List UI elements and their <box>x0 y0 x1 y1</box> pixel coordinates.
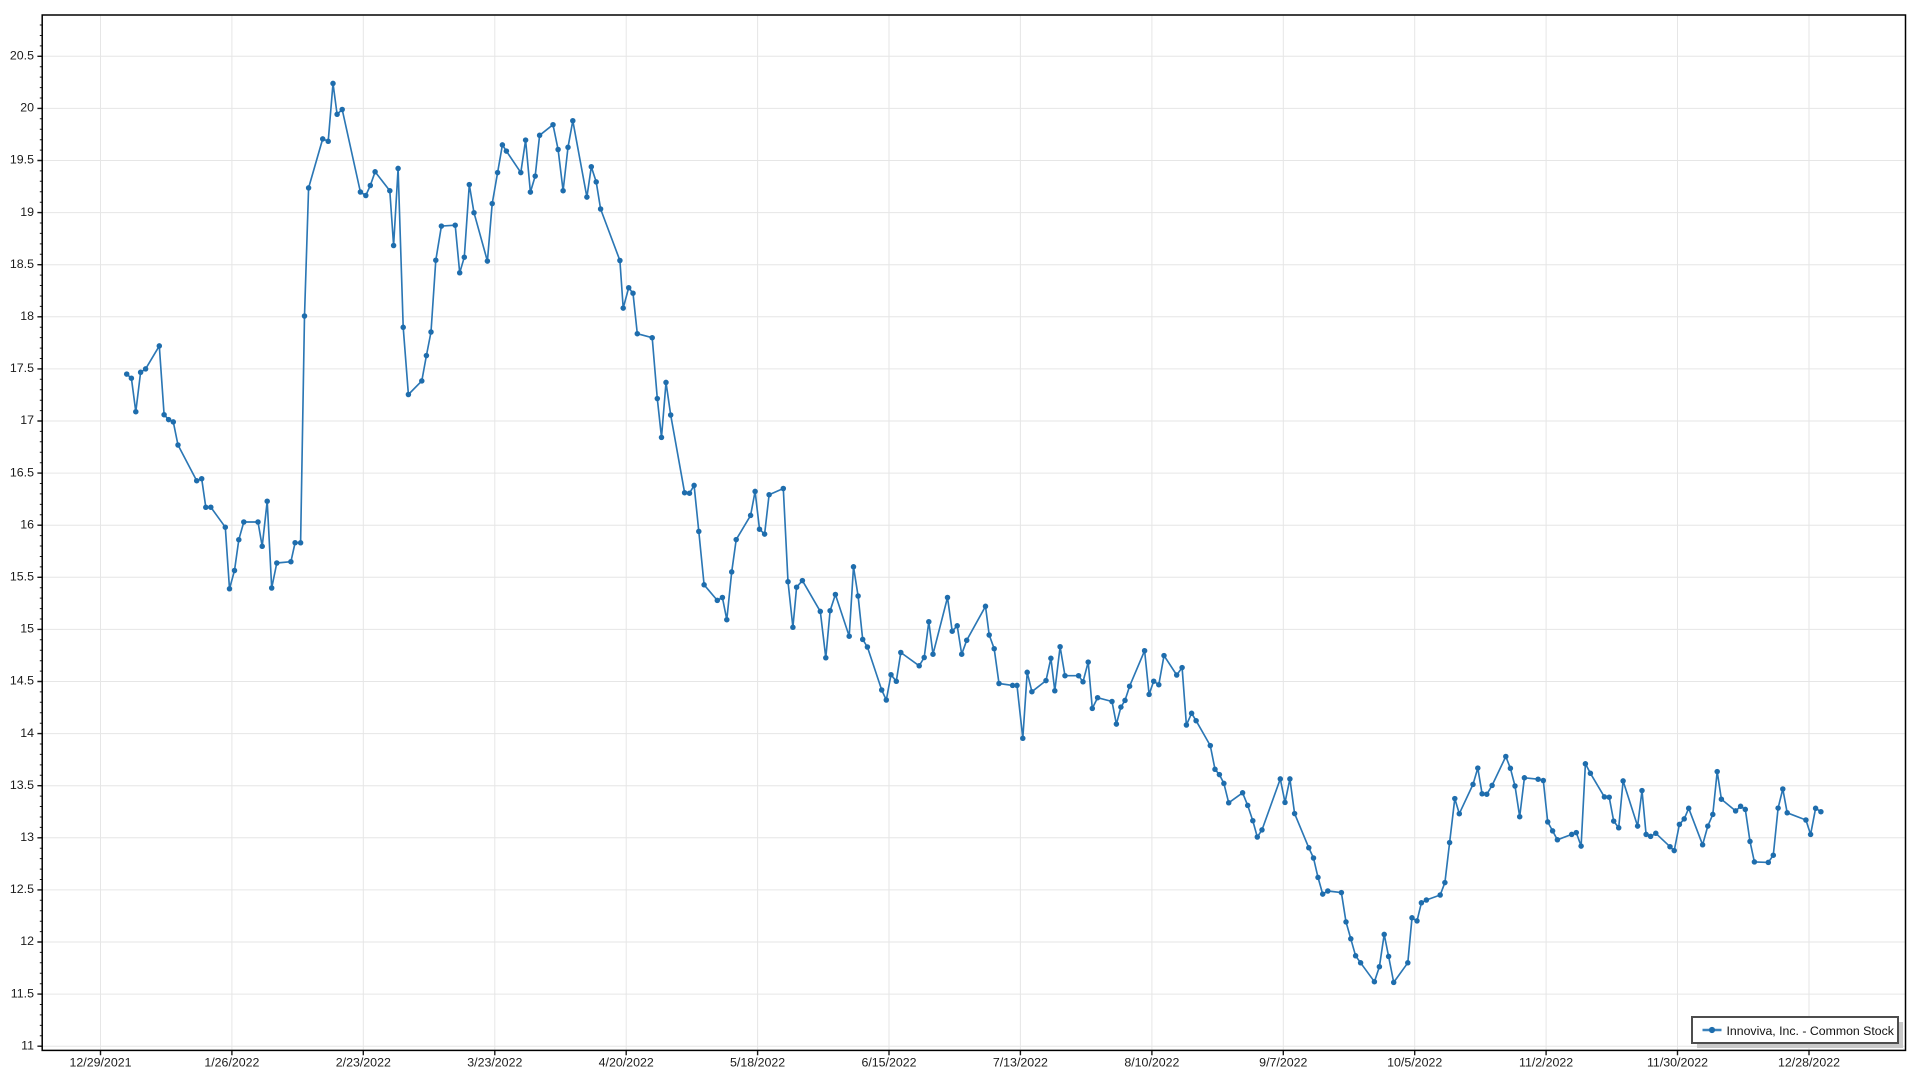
svg-text:11.5: 11.5 <box>11 986 34 1000</box>
svg-text:12/28/2022: 12/28/2022 <box>1778 1056 1840 1070</box>
svg-text:11/2/2022: 11/2/2022 <box>1519 1056 1573 1070</box>
svg-text:12: 12 <box>20 934 34 948</box>
svg-text:9/7/2022: 9/7/2022 <box>1259 1056 1307 1070</box>
svg-text:19.5: 19.5 <box>10 153 34 167</box>
svg-text:16: 16 <box>20 517 34 531</box>
svg-text:3/23/2022: 3/23/2022 <box>467 1056 522 1070</box>
svg-text:16.5: 16.5 <box>10 465 34 479</box>
svg-text:7/13/2022: 7/13/2022 <box>993 1056 1048 1070</box>
svg-text:2/23/2022: 2/23/2022 <box>336 1056 391 1070</box>
svg-text:20: 20 <box>20 101 34 115</box>
svg-text:11: 11 <box>21 1038 34 1052</box>
svg-text:11/30/2022: 11/30/2022 <box>1647 1056 1708 1070</box>
svg-text:18: 18 <box>20 309 34 323</box>
svg-text:8/10/2022: 8/10/2022 <box>1124 1056 1179 1070</box>
svg-text:Innoviva, Inc. - Common Stock: Innoviva, Inc. - Common Stock <box>1727 1024 1895 1038</box>
svg-text:13: 13 <box>20 830 34 844</box>
svg-text:12.5: 12.5 <box>10 882 34 896</box>
svg-text:1/26/2022: 1/26/2022 <box>204 1056 259 1070</box>
svg-text:12/29/2021: 12/29/2021 <box>69 1056 131 1070</box>
svg-text:14: 14 <box>20 726 34 740</box>
svg-text:20.5: 20.5 <box>10 49 34 63</box>
svg-text:19: 19 <box>20 205 34 219</box>
svg-text:6/15/2022: 6/15/2022 <box>861 1056 916 1070</box>
svg-text:18.5: 18.5 <box>10 257 34 271</box>
svg-text:13.5: 13.5 <box>10 778 34 792</box>
svg-text:15: 15 <box>20 622 34 636</box>
svg-text:10/5/2022: 10/5/2022 <box>1387 1056 1442 1070</box>
svg-text:14.5: 14.5 <box>10 674 34 688</box>
svg-text:5/18/2022: 5/18/2022 <box>730 1056 785 1070</box>
svg-text:4/20/2022: 4/20/2022 <box>599 1056 654 1070</box>
svg-text:17: 17 <box>20 413 34 427</box>
svg-text:15.5: 15.5 <box>10 570 34 584</box>
svg-text:17.5: 17.5 <box>10 361 34 375</box>
